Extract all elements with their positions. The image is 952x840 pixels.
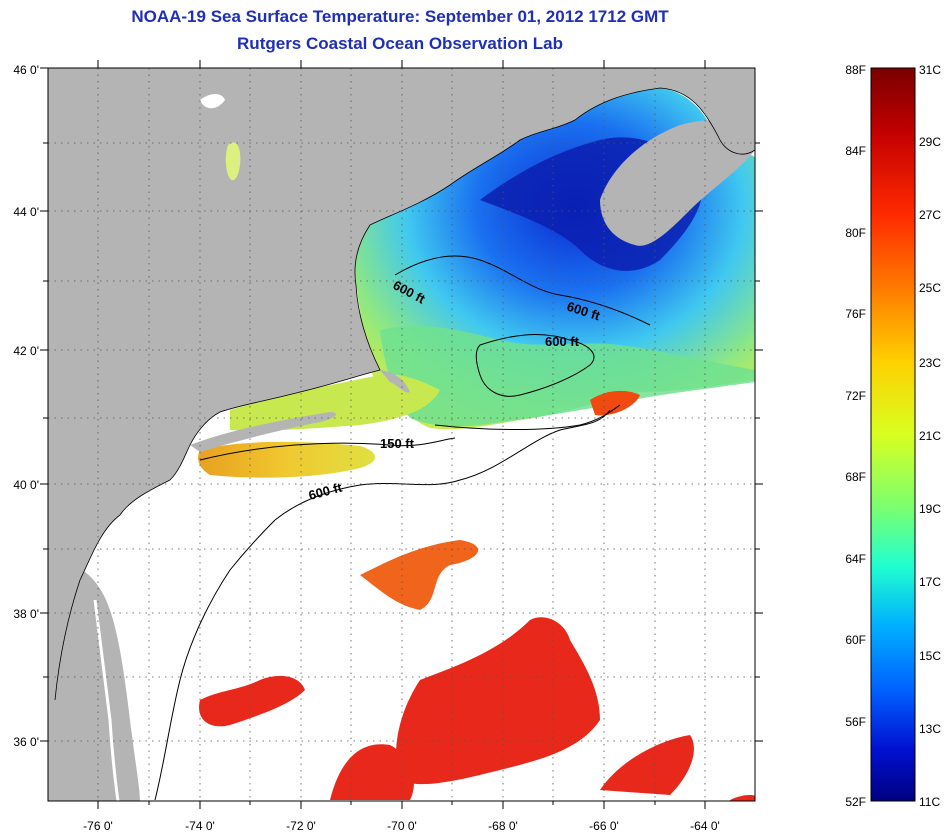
colorbar-c-label: 25C [919,281,941,295]
colorbar-c-label: 15C [919,649,941,663]
colorbar-c-label: 29C [919,135,941,149]
lon-label: -70 0' [387,819,417,833]
sst-warm-eddy-5 [600,735,694,795]
lon-label: -68 0' [488,819,518,833]
colorbar-f-label: 76F [845,307,866,321]
lon-label: -72 0' [286,819,316,833]
colorbar [870,67,916,802]
colorbar-c-label: 11C [919,795,940,809]
lat-label: 46 0' [13,63,39,77]
land-nova-scotia [600,118,755,246]
colorbar-f-label: 60F [845,633,866,647]
land-delmarva [48,560,140,801]
colorbar-f-label: 68F [845,470,866,484]
sst-georges-bank [380,325,755,427]
lat-label: 38 0' [13,607,39,621]
inland-lake-2 [225,142,241,181]
colorbar-f-label: 52F [845,795,866,809]
inland-lake-1 [200,94,225,109]
land-cape-cod [380,370,410,393]
lon-label: -64 0' [690,819,720,833]
colorbar-f-label: 72F [845,389,866,403]
graticule [48,68,755,801]
sst-southern-new-england [230,374,440,431]
land-long-island [190,412,336,452]
sst-warm-eddy-1 [360,540,479,610]
colorbar-c-label: 13C [919,722,941,736]
lat-label: 40 0' [13,478,39,492]
colorbar-f-label: 88F [845,63,866,77]
lon-label: -76 0' [83,819,113,833]
lat-label: 44 0' [13,205,39,219]
colorbar-c-label: 31C [919,63,941,77]
sst-warm-eddy-6 [730,795,755,801]
sst-warm-eddy-3 [199,675,305,727]
land-mainland [48,68,755,801]
colorbar-c-label: 23C [919,356,941,370]
chesapeake-bay [93,599,120,801]
contour-600ft-gom [394,255,651,397]
map-title: NOAA-19 Sea Surface Temperature: Septemb… [131,7,669,26]
colorbar-f-label: 56F [845,715,866,729]
colorbar-c-label: 27C [919,208,941,222]
contour-label: 600 ft [545,334,580,349]
map-subtitle: Rutgers Coastal Ocean Observation Lab [237,34,563,53]
sst-warm-eddy-2 [396,617,600,785]
axis-ticks [40,60,763,809]
contour-600ft-south [274,409,611,521]
contour-600ft-shelf [154,519,276,801]
lat-label: 36 0' [13,735,39,749]
lat-label: 42 0' [13,344,39,358]
colorbar-c-label: 17C [919,575,941,589]
lon-label: -66 0' [589,819,619,833]
colorbar-c-label: 19C [919,502,941,516]
coastline-outline [54,87,755,701]
sst-warm-patch [590,390,640,416]
contour-label: 150 ft [380,436,415,451]
colorbar-f-label: 84F [845,144,866,158]
colorbar-f-label: 64F [845,552,866,566]
colorbar-f-label: 80F [845,226,866,240]
lon-label: -74 0' [185,819,215,833]
colorbar-c-label: 21C [919,429,941,443]
